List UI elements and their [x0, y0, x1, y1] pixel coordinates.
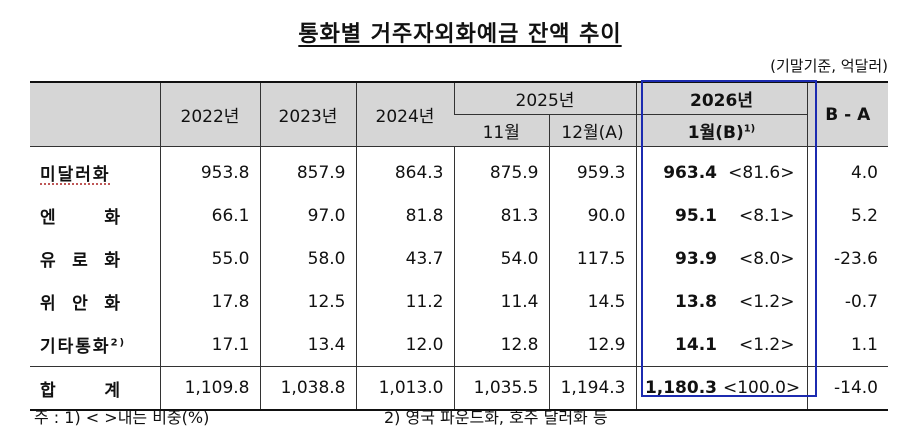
- cell-jan: 93.9: [635, 237, 723, 280]
- cell-2023: 97.0: [259, 194, 356, 237]
- cell-2023: 12.5: [259, 280, 356, 323]
- footnote-2: 2) 영국 파운드화, 호주 달러화 등: [384, 408, 608, 427]
- header-dec: 12월(A): [548, 114, 636, 147]
- cell-dec: 90.0: [548, 194, 636, 237]
- unit-note: (기말기준, 억달러): [770, 57, 888, 75]
- header-2026: 2026년: [635, 81, 807, 115]
- cell-share: <8.1>: [738, 205, 795, 226]
- row-label: 미달러화: [30, 147, 160, 195]
- row-label: 기타통화2): [30, 323, 160, 367]
- cell-2023: 13.4: [259, 323, 356, 367]
- cell-nov: 54.0: [453, 237, 549, 280]
- cell-2024: 43.7: [355, 237, 454, 280]
- header-jan-note: 1): [743, 123, 756, 135]
- row-label-part: 화: [104, 251, 122, 271]
- cell-share: <1.2>: [738, 334, 795, 355]
- row-label-part: 엔: [40, 208, 58, 228]
- cell-jan: 963.4: [635, 146, 723, 194]
- deposit-table: 2022년 2023년 2024년 2025년 2026년 B - A 11월 …: [30, 81, 888, 411]
- header-2024: 2024년: [355, 81, 454, 147]
- row-label-part: 유: [40, 251, 58, 271]
- total-jan: 1,180.3: [635, 366, 723, 411]
- cell-dec: 117.5: [548, 237, 636, 280]
- cell-2023: 58.0: [259, 237, 356, 280]
- total-dec: 1,194.3: [548, 366, 636, 411]
- cell-nov: 12.8: [453, 323, 549, 367]
- cell-diff: -23.6: [806, 237, 888, 280]
- row-label-note: 2): [110, 337, 127, 349]
- total-label-part: 합: [40, 380, 58, 401]
- cell-diff: 4.0: [806, 146, 888, 194]
- total-share: <100.0>: [723, 366, 807, 411]
- total-2024: 1,013.0: [355, 366, 454, 411]
- table-title-text: 통화별 거주자외화예금 잔액 추이: [298, 22, 622, 47]
- cell-nov: 875.9: [453, 146, 549, 194]
- cell-nov: 81.3: [453, 194, 549, 237]
- table-row: 기타통화2) 17.1 13.4 12.0 12.8 12.9 14.1 <1.…: [30, 323, 888, 367]
- cell-2024: 81.8: [355, 194, 454, 237]
- header-jan-label: 1월(B): [687, 123, 744, 143]
- row-label-part: 로: [72, 251, 90, 271]
- total-label-part: 계: [104, 380, 122, 401]
- cell-2022: 17.8: [159, 280, 260, 323]
- cell-2022: 66.1: [159, 194, 260, 237]
- cell-2022: 17.1: [159, 323, 260, 367]
- row-label-part: 안: [72, 294, 90, 314]
- cell-share: <1.2>: [738, 291, 795, 312]
- cell-share: <81.6>: [728, 162, 795, 183]
- cell-share: <8.0>: [738, 248, 795, 269]
- header-2023: 2023년: [259, 81, 356, 147]
- total-2022: 1,109.8: [159, 366, 260, 411]
- header-nov: 11월: [454, 114, 549, 147]
- cell-nov: 11.4: [453, 280, 549, 323]
- cell-jan: 13.8: [635, 280, 723, 323]
- cell-diff: 5.2: [806, 194, 888, 237]
- row-label-part: 화: [104, 294, 122, 314]
- table-title: 통화별 거주자외화예금 잔액 추이: [0, 16, 920, 48]
- header-jan: 1월(B)1): [635, 114, 807, 147]
- cell-dec: 12.9: [548, 323, 636, 367]
- header-2022: 2022년: [159, 81, 260, 147]
- cell-2024: 11.2: [355, 280, 454, 323]
- row-label-part: 화: [104, 208, 122, 228]
- cell-2023: 857.9: [259, 146, 356, 194]
- row-label-text: 미달러화: [40, 165, 111, 185]
- header-diff: B - A: [806, 81, 888, 147]
- total-nov: 1,035.5: [453, 366, 549, 411]
- cell-diff: -0.7: [806, 280, 888, 323]
- cell-jan: 14.1: [635, 323, 723, 367]
- total-diff: -14.0: [806, 366, 888, 411]
- cell-2024: 12.0: [355, 323, 454, 367]
- cell-2022: 55.0: [159, 237, 260, 280]
- table-row: 미달러화 953.8 857.9 864.3 875.9 959.3 963.4…: [30, 146, 888, 195]
- cell-diff: 1.1: [806, 323, 888, 367]
- footnote-1: 주 : 1) < >내는 비중(%): [34, 408, 210, 427]
- cell-2024: 864.3: [355, 146, 454, 194]
- cell-2022: 953.8: [159, 146, 260, 194]
- cell-dec: 959.3: [548, 146, 636, 194]
- header-2025: 2025년: [453, 81, 636, 115]
- cell-dec: 14.5: [548, 280, 636, 323]
- header-corner: [30, 81, 160, 147]
- total-2023: 1,038.8: [259, 366, 356, 411]
- cell-jan: 95.1: [635, 194, 723, 237]
- row-label-part: 위: [40, 294, 58, 314]
- row-label-text: 기타통화: [40, 337, 111, 357]
